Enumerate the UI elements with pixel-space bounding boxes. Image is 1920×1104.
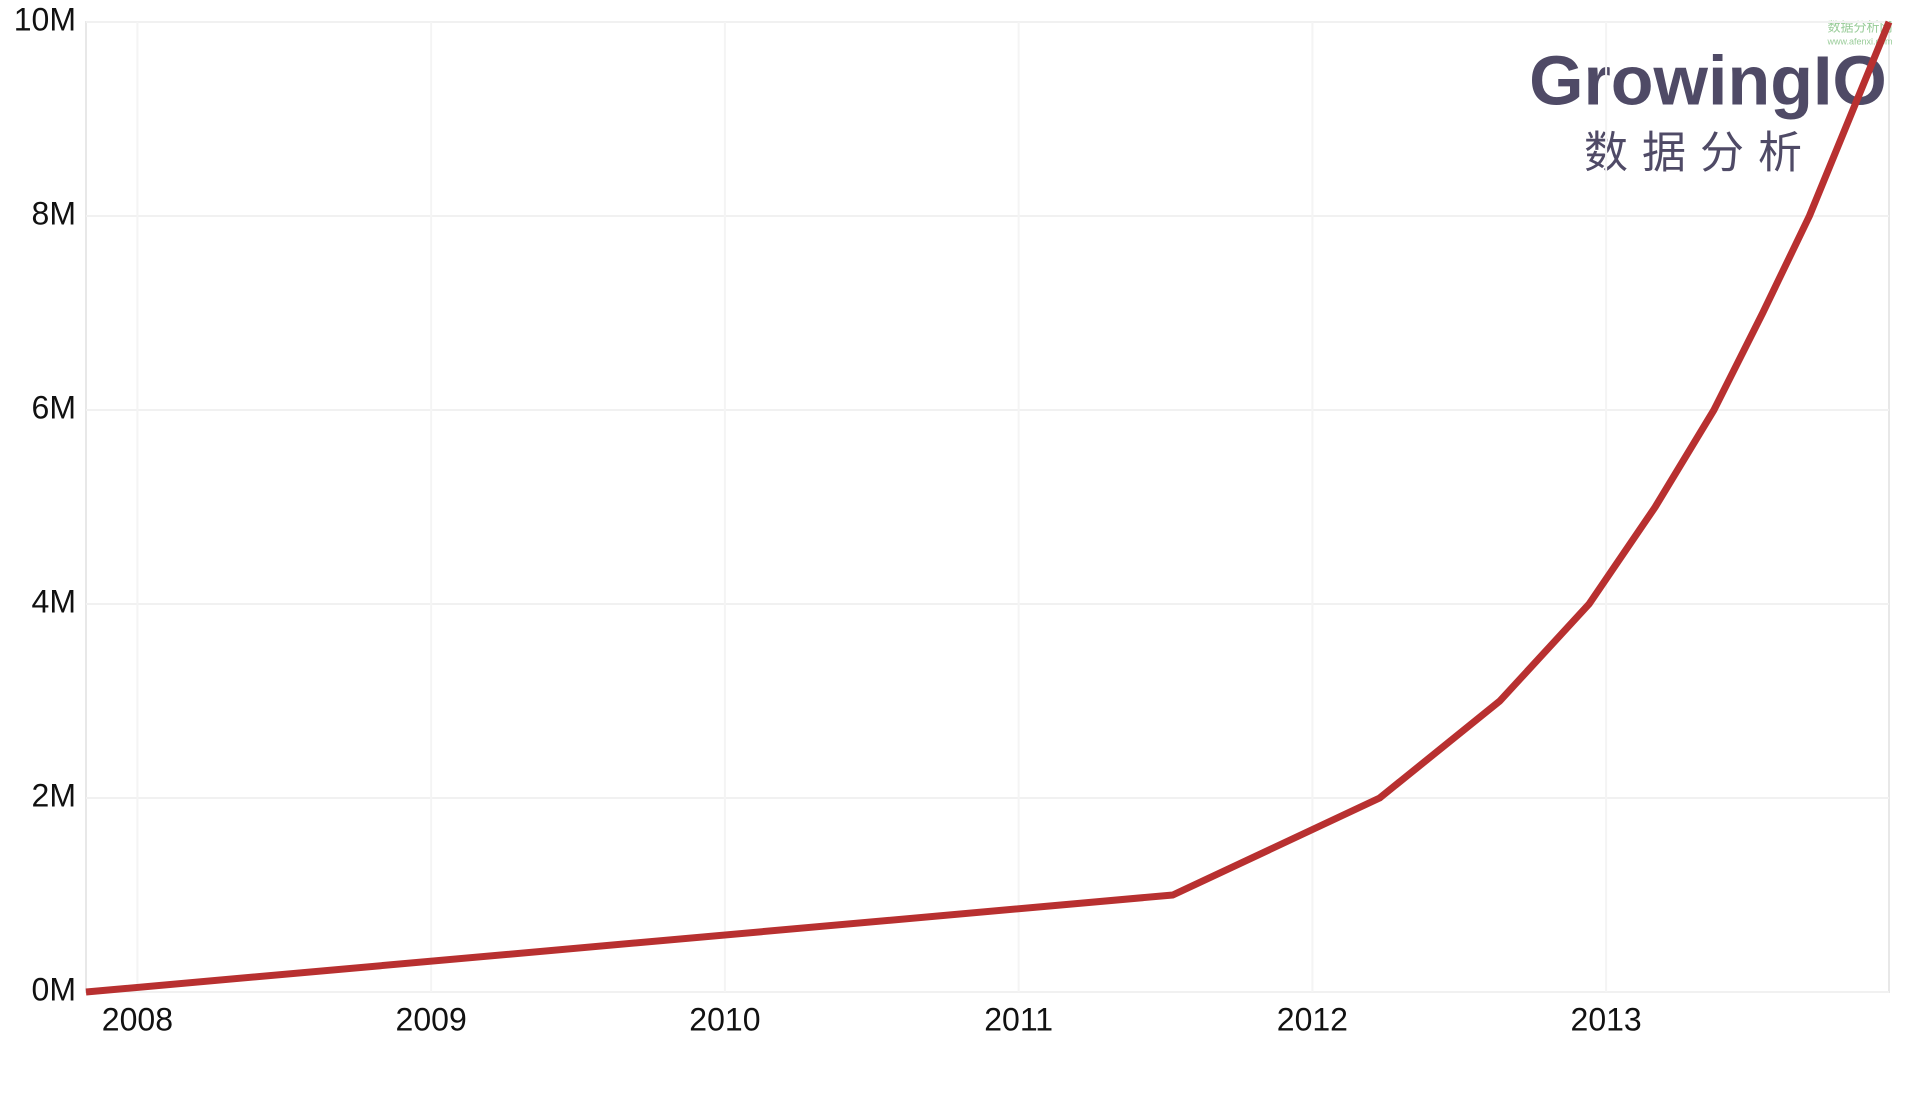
x-tick-label: 2009 <box>396 1001 467 1037</box>
y-tick-label: 10M <box>14 1 76 37</box>
logo-subtitle: 数据分析 <box>1584 129 1816 178</box>
logo-brand: GrowingIO <box>1529 41 1887 119</box>
y-tick-label: 6M <box>32 389 76 425</box>
watermark-url: www.afenxi.com <box>1826 36 1892 46</box>
x-tick-label: 2013 <box>1571 1001 1642 1037</box>
y-tick-label: 2M <box>32 777 76 813</box>
y-tick-label: 8M <box>32 195 76 231</box>
x-tick-label: 2010 <box>689 1001 760 1037</box>
y-tick-label: 0M <box>32 971 76 1007</box>
watermark: 数据分析网 <box>1827 19 1892 34</box>
x-tick-label: 2012 <box>1277 1001 1348 1037</box>
x-tick-label: 2011 <box>984 1001 1053 1037</box>
data-line <box>85 20 1893 996</box>
x-tick-label: 2008 <box>102 1001 173 1037</box>
y-tick-label: 4M <box>32 583 76 619</box>
